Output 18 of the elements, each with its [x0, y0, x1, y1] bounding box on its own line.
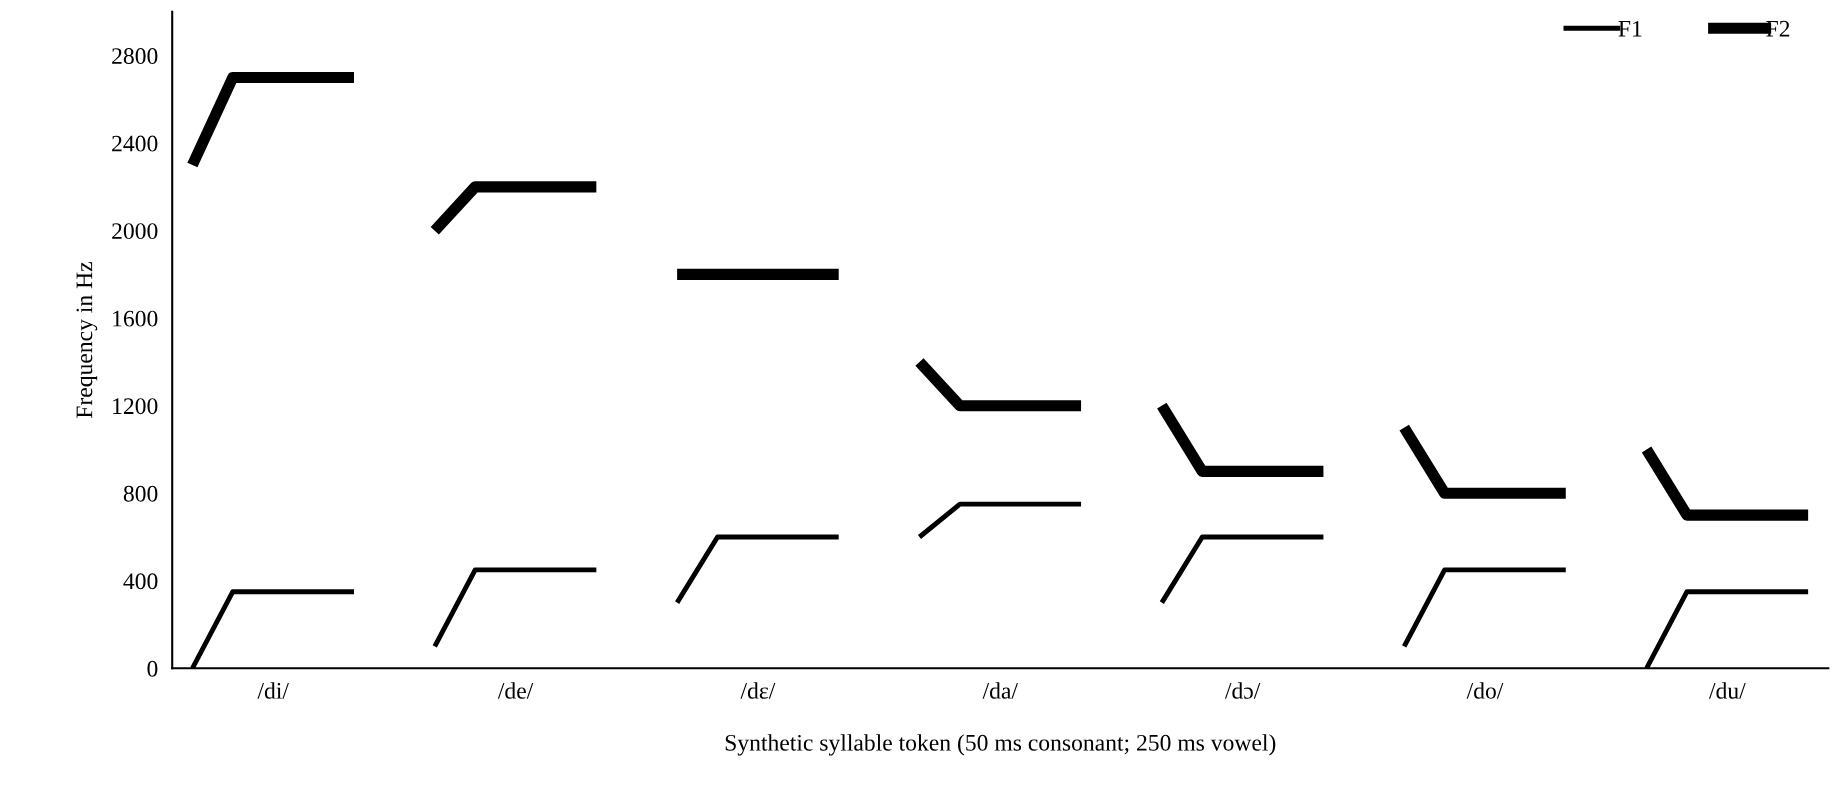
y-tick-label: 0 [147, 660, 158, 677]
y-tick-label: 2400 [112, 135, 158, 152]
y-tick-label: 1200 [113, 398, 158, 415]
y-tick-label: 400 [123, 573, 158, 590]
x-tick-label: /de/ [497, 682, 534, 699]
y-tick-label: 800 [123, 485, 158, 502]
y-tick-label: 2800 [112, 48, 158, 65]
x-tick-label: /do/ [1466, 682, 1504, 699]
x-tick-label: /dɔ/ [1224, 682, 1261, 699]
y-axis-title: Frequency in Hz [76, 262, 98, 419]
x-axis-title: Synthetic syllable token (50 ms consonant; 250 ms vowel) [725, 734, 1276, 756]
legend-label: F1 [1618, 20, 1642, 37]
x-tick-label: /dε/ [740, 682, 776, 699]
x-tick-label: /da/ [982, 682, 1018, 699]
y-tick-label: 1600 [113, 310, 158, 327]
y-tick-label: 2000 [112, 223, 158, 240]
x-tick-label: /di/ [257, 682, 289, 699]
x-tick-label: /du/ [1708, 682, 1746, 699]
